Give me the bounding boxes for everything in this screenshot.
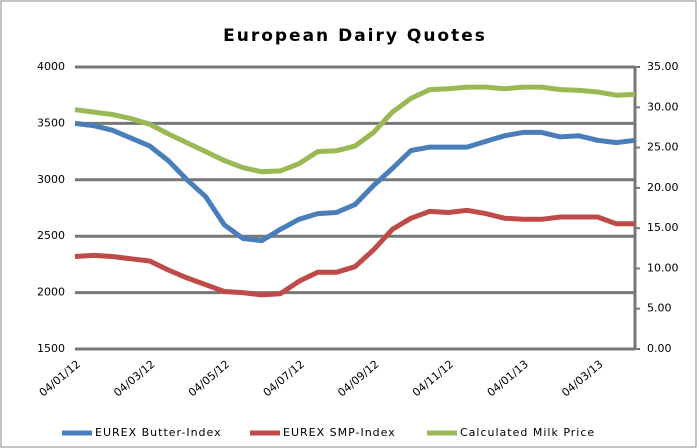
y2-tick-label: 0.00: [647, 342, 672, 355]
y-tick-label: 1500: [37, 342, 65, 355]
y-tick-label: 3500: [37, 116, 65, 129]
y2-tick-label: 5.00: [647, 302, 672, 315]
y-tick-label: 4000: [37, 60, 65, 73]
y-tick-label: 3000: [37, 173, 65, 186]
series-line: [74, 207, 635, 298]
series-line: [74, 84, 636, 175]
legend-label: EUREX Butter-Index: [95, 426, 222, 439]
y2-tick-label: 10.00: [647, 261, 679, 274]
legend-label: EUREX SMP-Index: [283, 426, 396, 439]
y2-tick-label: 15.00: [647, 221, 679, 234]
series-line: [74, 120, 636, 244]
chart-title: European Dairy Quotes: [223, 26, 487, 46]
y-tick-label: 2500: [37, 229, 65, 242]
y2-tick-label: 25.00: [647, 141, 679, 154]
y2-tick-label: 20.00: [647, 181, 679, 194]
y2-tick-label: 35.00: [647, 60, 679, 73]
legend-label: Calculated Milk Price: [460, 426, 595, 439]
y-tick-label: 2000: [37, 286, 65, 299]
y2-tick-label: 30.00: [647, 100, 679, 113]
